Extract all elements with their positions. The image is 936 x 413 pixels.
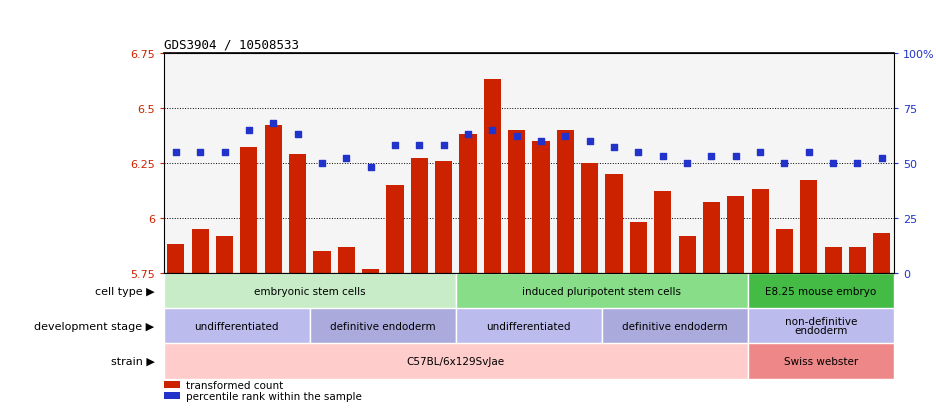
Bar (533, 142, 549, 273)
Text: percentile rank within the sample: percentile rank within the sample (185, 391, 361, 401)
Bar (387, 185, 403, 273)
Point (534, 138, 548, 145)
Bar (456, 309, 602, 344)
Bar (727, 197, 744, 273)
Bar (776, 229, 793, 273)
Bar (606, 174, 622, 273)
Point (485, 127, 500, 134)
Point (680, 160, 695, 167)
Point (509, 134, 524, 140)
Bar (703, 203, 720, 273)
Point (777, 160, 792, 167)
Point (266, 121, 281, 127)
Point (704, 154, 719, 160)
Text: definitive endoderm: definitive endoderm (622, 321, 727, 331)
Bar (192, 229, 209, 273)
Text: induced pluripotent stem cells: induced pluripotent stem cells (522, 286, 681, 296)
Point (241, 127, 256, 134)
Text: undifferentiated: undifferentiated (195, 321, 279, 331)
Bar (411, 159, 428, 273)
Text: cell type ▶: cell type ▶ (95, 286, 154, 296)
Bar (435, 161, 452, 273)
Bar (679, 236, 695, 273)
Point (607, 145, 622, 152)
Bar (456, 273, 748, 309)
Bar (849, 247, 866, 273)
Text: E8.25 mouse embryo: E8.25 mouse embryo (766, 286, 876, 296)
Point (168, 149, 183, 156)
Bar (654, 192, 671, 273)
Text: Swiss webster: Swiss webster (783, 356, 858, 366)
Text: strain ▶: strain ▶ (110, 356, 154, 366)
Bar (557, 131, 574, 273)
Point (388, 142, 402, 149)
Point (728, 154, 743, 160)
Bar (602, 309, 748, 344)
Point (826, 160, 841, 167)
Text: development stage ▶: development stage ▶ (35, 321, 154, 331)
Bar (164, 344, 748, 379)
Text: C57BL/6x129SvJae: C57BL/6x129SvJae (407, 356, 505, 366)
Bar (362, 269, 379, 273)
Point (193, 149, 208, 156)
Bar (164, 273, 456, 309)
Bar (581, 164, 598, 273)
Point (314, 160, 329, 167)
Bar (168, 245, 184, 273)
Bar (289, 155, 306, 273)
Bar (752, 190, 768, 273)
Bar (825, 247, 841, 273)
Point (655, 154, 670, 160)
Point (339, 156, 354, 162)
Text: embryonic stem cells: embryonic stem cells (254, 286, 366, 296)
Text: definitive endoderm: definitive endoderm (330, 321, 435, 331)
Bar (338, 247, 355, 273)
Point (753, 149, 768, 156)
Bar (873, 234, 890, 273)
Bar (460, 135, 476, 273)
Point (631, 149, 646, 156)
Point (412, 142, 427, 149)
Bar (748, 344, 894, 379)
Point (874, 156, 889, 162)
Bar (800, 181, 817, 273)
Point (801, 149, 816, 156)
Point (850, 160, 865, 167)
Bar (314, 251, 330, 273)
Bar (484, 80, 501, 273)
Bar (164, 381, 180, 389)
Bar (265, 126, 282, 273)
Bar (216, 236, 233, 273)
Point (461, 132, 475, 138)
Text: undifferentiated: undifferentiated (487, 321, 571, 331)
Text: non-definitive
endoderm: non-definitive endoderm (784, 316, 857, 335)
Point (363, 164, 378, 171)
Bar (310, 309, 456, 344)
Text: GDS3904 / 10508533: GDS3904 / 10508533 (164, 38, 299, 51)
Text: transformed count: transformed count (185, 380, 283, 390)
Bar (748, 273, 894, 309)
Bar (241, 148, 257, 273)
Point (290, 132, 305, 138)
Bar (630, 223, 647, 273)
Point (217, 149, 232, 156)
Bar (508, 131, 525, 273)
Bar (164, 392, 180, 399)
Point (558, 134, 573, 140)
Bar (164, 309, 310, 344)
Point (582, 138, 597, 145)
Bar (748, 309, 894, 344)
Point (436, 142, 451, 149)
